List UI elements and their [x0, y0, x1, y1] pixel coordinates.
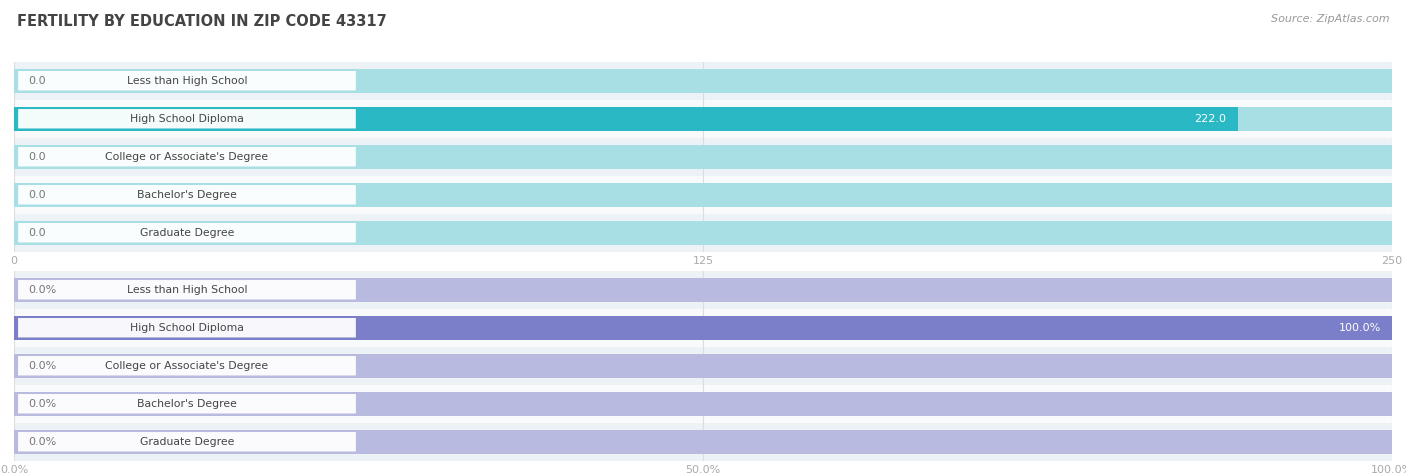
Text: FERTILITY BY EDUCATION IN ZIP CODE 43317: FERTILITY BY EDUCATION IN ZIP CODE 43317	[17, 14, 387, 29]
Text: 0.0: 0.0	[28, 190, 45, 200]
Bar	[14, 430, 1392, 454]
Bar	[14, 316, 1392, 340]
Text: Graduate Degree: Graduate Degree	[139, 437, 235, 447]
Bar	[14, 107, 1392, 131]
Bar	[14, 354, 1392, 378]
Text: Less than High School: Less than High School	[127, 285, 247, 295]
Text: 0.0%: 0.0%	[28, 285, 56, 295]
Bar	[14, 176, 1392, 214]
Text: High School Diploma: High School Diploma	[129, 323, 243, 333]
Text: High School Diploma: High School Diploma	[129, 114, 243, 124]
Text: Less than High School: Less than High School	[127, 76, 247, 86]
Bar	[14, 385, 1392, 423]
Text: 100.0%: 100.0%	[1339, 323, 1381, 333]
Bar	[14, 100, 1392, 138]
Bar	[14, 271, 1392, 309]
Text: 0.0%: 0.0%	[28, 361, 56, 371]
Bar	[14, 62, 1392, 100]
Text: 0.0: 0.0	[28, 76, 45, 86]
Text: Graduate Degree: Graduate Degree	[139, 228, 235, 238]
Bar	[14, 392, 1392, 416]
Bar	[14, 347, 1392, 385]
FancyBboxPatch shape	[18, 185, 356, 204]
Bar	[14, 316, 1392, 340]
Text: 0.0: 0.0	[28, 152, 45, 162]
Bar	[14, 423, 1392, 461]
Text: 0.0%: 0.0%	[28, 399, 56, 409]
FancyBboxPatch shape	[18, 223, 356, 242]
FancyBboxPatch shape	[18, 71, 356, 90]
Bar	[14, 69, 1392, 93]
Text: College or Associate's Degree: College or Associate's Degree	[105, 361, 269, 371]
Text: Bachelor's Degree: Bachelor's Degree	[136, 399, 238, 409]
Text: 0.0%: 0.0%	[28, 437, 56, 447]
Text: 0.0: 0.0	[28, 228, 45, 238]
Text: Bachelor's Degree: Bachelor's Degree	[136, 190, 238, 200]
Bar	[14, 278, 1392, 302]
Bar	[14, 214, 1392, 252]
FancyBboxPatch shape	[18, 280, 356, 299]
FancyBboxPatch shape	[18, 356, 356, 375]
FancyBboxPatch shape	[18, 109, 356, 128]
Bar	[14, 221, 1392, 245]
FancyBboxPatch shape	[18, 318, 356, 337]
Bar	[14, 145, 1392, 169]
Text: College or Associate's Degree: College or Associate's Degree	[105, 152, 269, 162]
FancyBboxPatch shape	[18, 394, 356, 413]
FancyBboxPatch shape	[18, 432, 356, 451]
Text: 222.0: 222.0	[1195, 114, 1226, 124]
FancyBboxPatch shape	[18, 147, 356, 166]
Text: Source: ZipAtlas.com: Source: ZipAtlas.com	[1271, 14, 1389, 24]
Bar	[14, 183, 1392, 207]
Bar	[14, 138, 1392, 176]
Bar	[14, 309, 1392, 347]
Bar	[14, 107, 1237, 131]
